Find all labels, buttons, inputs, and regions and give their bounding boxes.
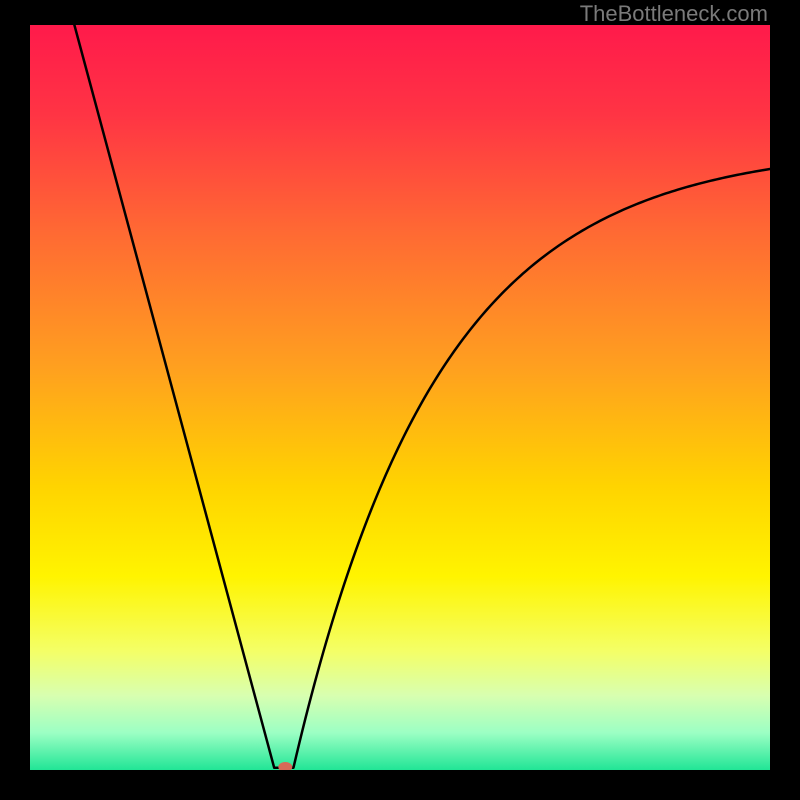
plot-svg [30, 25, 770, 770]
watermark-text: TheBottleneck.com [580, 1, 768, 27]
frame: TheBottleneck.com [0, 0, 800, 800]
gradient-background [30, 25, 770, 770]
